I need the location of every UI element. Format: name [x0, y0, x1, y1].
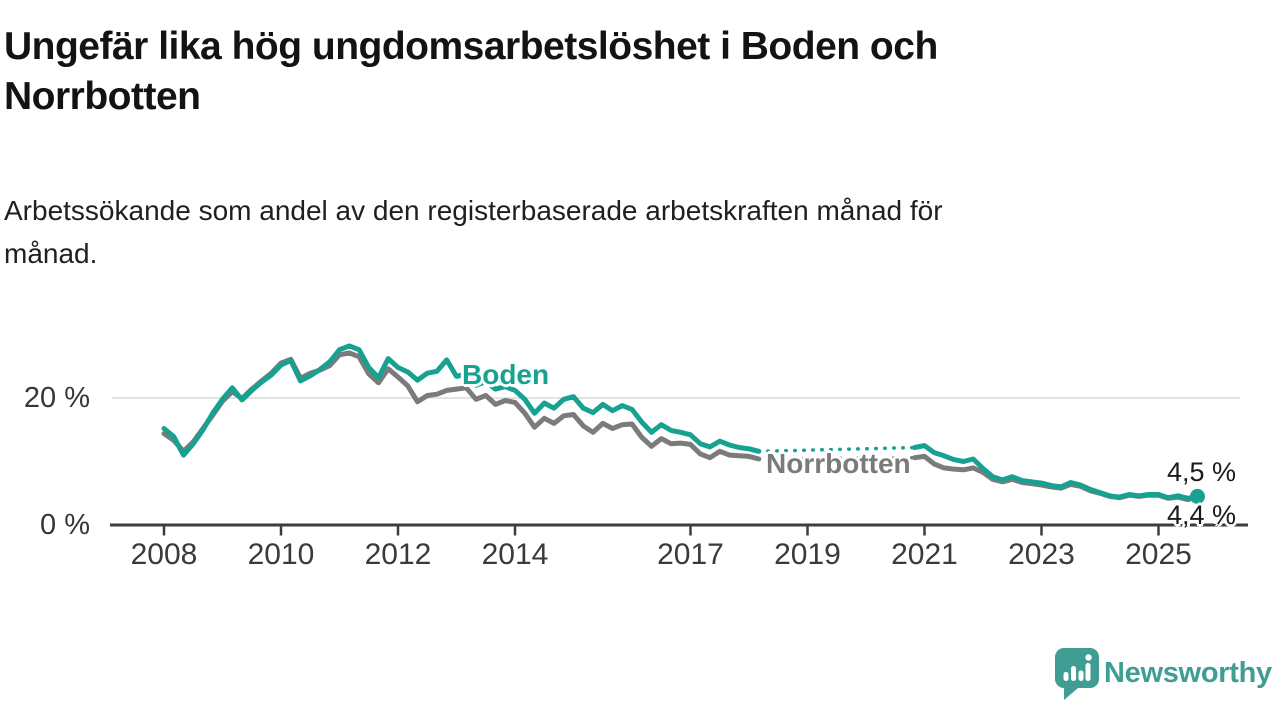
newsworthy-logo-icon [1055, 648, 1099, 700]
x-axis-label-2010: 2010 [247, 538, 315, 571]
chart-subtitle-line2: månad. [4, 238, 98, 269]
x-axis-label-2023: 2023 [1008, 538, 1075, 571]
x-axis-label-2021: 2021 [891, 538, 958, 571]
end-value-label-boden: 4,5 % [1167, 457, 1237, 487]
line-boden [161, 343, 762, 458]
newsworthy-wordmark: Newsworthy [1104, 657, 1272, 689]
x-axis-label-2014: 2014 [481, 538, 549, 571]
chart-title: Ungefär lika hög ungdomsarbetslöshet i B… [4, 22, 1184, 122]
y-axis-label-0: 0 % [40, 509, 90, 541]
gap-connector-boden [757, 445, 917, 454]
end-dot-boden [1189, 488, 1205, 504]
gap-connector-norrbotten [757, 455, 917, 461]
chart-title-line2: Norrbotten [4, 75, 201, 118]
x-axis-label-2008: 2008 [130, 538, 198, 571]
line-boden [912, 443, 1200, 501]
end-value-label-norrbotten: 4,4 % [1167, 500, 1237, 530]
x-axis-label-2025: 2025 [1125, 538, 1192, 571]
x-axis-label-2012: 2012 [364, 538, 432, 571]
chart-subtitle: Arbetssökande som andel av den registerb… [4, 189, 1204, 275]
y-axis-label-20: 20 % [23, 382, 90, 414]
newsworthy-logo[interactable]: Newsworthy [1054, 647, 1280, 707]
chart-subtitle-line1: Arbetssökande som andel av den registerb… [4, 195, 943, 226]
x-axis-label-2019: 2019 [774, 538, 841, 571]
series-label-boden: Boden [462, 359, 550, 390]
chart-title-line1: Ungefär lika hög ungdomsarbetslöshet i B… [4, 25, 938, 68]
x-axis-label-2017: 2017 [657, 538, 724, 571]
series-label-norrbotten: Norrbotten [766, 448, 911, 479]
